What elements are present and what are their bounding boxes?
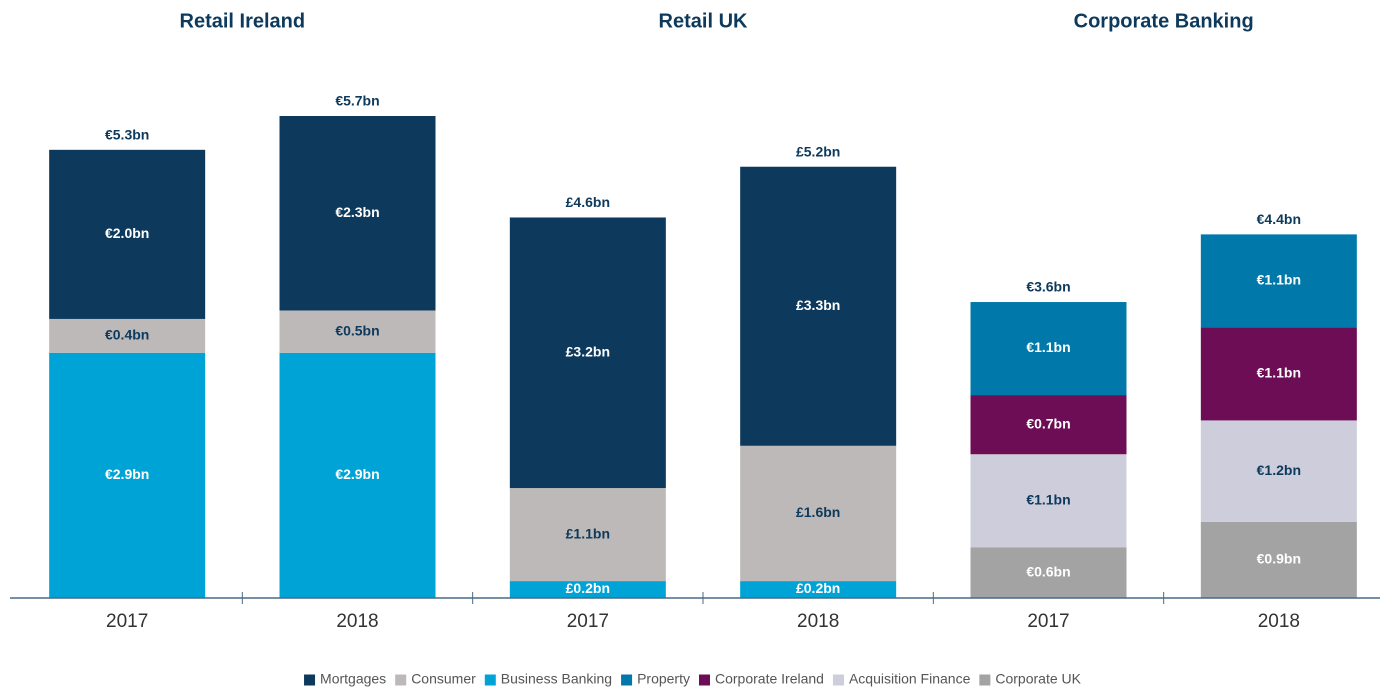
segment-label: £1.6bn xyxy=(796,504,840,520)
legend-label: Corporate UK xyxy=(995,671,1081,687)
bar-segment xyxy=(49,352,206,598)
legend-swatch xyxy=(304,674,316,686)
bar-segment xyxy=(279,116,436,311)
segment-label: €2.9bn xyxy=(335,466,379,482)
legend-swatch xyxy=(699,674,711,686)
x-tick-label: 2017 xyxy=(106,611,148,632)
group-title: Retail Ireland xyxy=(180,10,306,32)
segment-label: €2.0bn xyxy=(105,225,149,241)
segment-label: £3.3bn xyxy=(796,297,840,313)
segment-label: €1.1bn xyxy=(1257,272,1301,288)
bar-segment xyxy=(1200,327,1357,421)
total-label: €4.4bn xyxy=(1257,211,1301,227)
bar-segment xyxy=(740,166,897,446)
bar-segment xyxy=(970,547,1127,598)
bar-segment xyxy=(1200,234,1357,328)
x-tick-label: 2017 xyxy=(1027,611,1069,632)
segment-label: £3.2bn xyxy=(566,343,610,359)
segment-label: €0.9bn xyxy=(1257,551,1301,567)
legend-swatch xyxy=(484,674,496,686)
group-title: Retail UK xyxy=(659,10,748,32)
bar-segment xyxy=(279,310,436,353)
bar-segment xyxy=(509,581,666,598)
bar-segment xyxy=(49,149,206,319)
legend-swatch xyxy=(979,674,991,686)
total-label: £5.2bn xyxy=(796,143,840,159)
legend-label: Acquisition Finance xyxy=(849,671,971,687)
legend-swatch xyxy=(395,674,407,686)
bar-segment xyxy=(740,581,897,598)
bar-segment xyxy=(509,217,666,489)
bar-segment xyxy=(970,395,1127,455)
bar-segment xyxy=(970,454,1127,548)
bar-segment xyxy=(279,352,436,598)
legend-label: Business Banking xyxy=(501,671,612,687)
segment-label: €2.3bn xyxy=(335,204,379,220)
segment-label: €2.9bn xyxy=(105,466,149,482)
bar-segment xyxy=(49,318,206,353)
group-title: Corporate Banking xyxy=(1074,10,1254,32)
total-label: €5.7bn xyxy=(335,93,379,109)
bar-segment xyxy=(509,488,666,582)
x-tick-label: 2018 xyxy=(1258,611,1300,632)
segment-label: £0.2bn xyxy=(566,580,610,596)
legend-label: Property xyxy=(637,671,690,687)
segment-label: €0.6bn xyxy=(1026,563,1070,579)
segment-label: £0.2bn xyxy=(796,580,840,596)
legend-label: Corporate Ireland xyxy=(715,671,824,687)
segment-label: €1.2bn xyxy=(1257,462,1301,478)
x-tick-label: 2018 xyxy=(797,611,839,632)
total-label: £4.6bn xyxy=(566,194,610,210)
legend-label: Consumer xyxy=(411,671,476,687)
x-tick-label: 2018 xyxy=(336,611,378,632)
segment-label: €1.1bn xyxy=(1026,491,1070,507)
bar-segment xyxy=(970,302,1127,396)
legend-swatch xyxy=(621,674,633,686)
bar-segment xyxy=(740,445,897,582)
x-tick-label: 2017 xyxy=(567,611,609,632)
total-label: €5.3bn xyxy=(105,127,149,143)
segment-label: £1.1bn xyxy=(566,525,610,541)
bar-segment xyxy=(1200,521,1357,598)
total-label: €3.6bn xyxy=(1026,279,1070,295)
segment-label: €0.5bn xyxy=(335,322,379,338)
legend-swatch xyxy=(832,674,844,686)
segment-label: €1.1bn xyxy=(1257,365,1301,381)
segment-label: €0.4bn xyxy=(105,327,149,343)
segment-label: €0.7bn xyxy=(1026,415,1070,431)
legend-label: Mortgages xyxy=(320,671,386,687)
bar-segment xyxy=(1200,420,1357,522)
segment-label: €1.1bn xyxy=(1026,339,1070,355)
